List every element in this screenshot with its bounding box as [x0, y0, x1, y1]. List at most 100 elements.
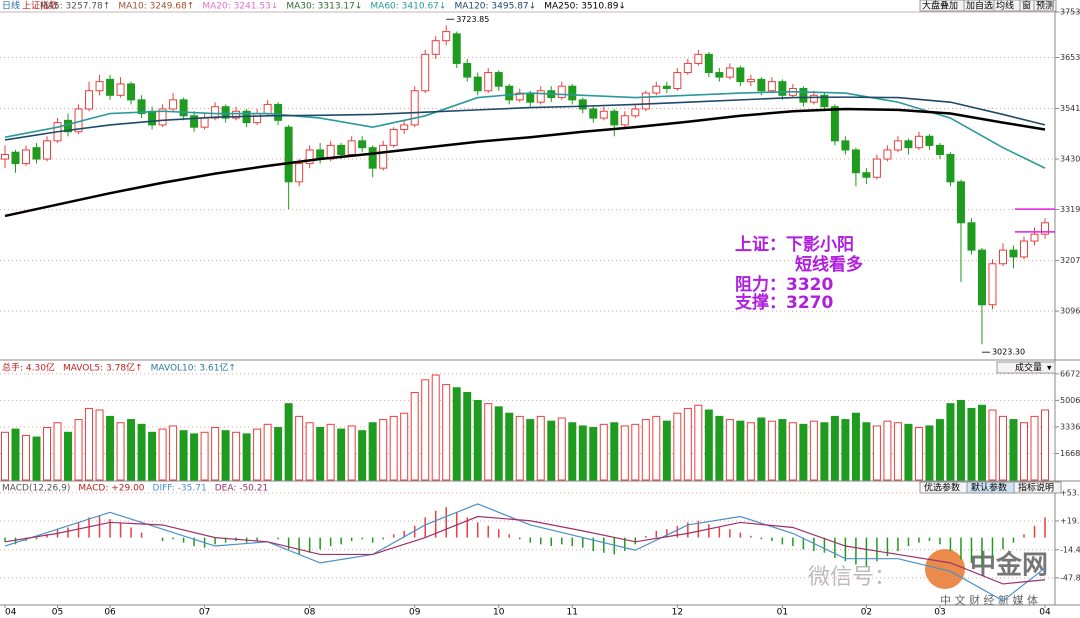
param-button[interactable]	[1013, 481, 1062, 494]
candle-body	[998, 249, 1007, 265]
candle-body	[935, 144, 944, 155]
volume-bar	[74, 419, 83, 481]
volume-bar	[536, 415, 545, 481]
volume-bar	[568, 422, 577, 481]
volume-bar	[179, 430, 188, 481]
x-tick-label: 01	[777, 608, 788, 618]
volume-bar	[22, 434, 31, 481]
candle-body	[116, 83, 125, 96]
candle-body	[778, 81, 787, 96]
candle-body	[767, 81, 776, 92]
candle-body	[263, 103, 272, 115]
y-tick-label: 33364	[1060, 422, 1080, 431]
volume-bar	[788, 422, 797, 481]
y-tick-label: 66728	[1060, 369, 1080, 378]
volume-bar	[904, 423, 913, 481]
candle-body	[32, 147, 41, 160]
volume-bar	[53, 422, 62, 481]
volume-bar	[610, 422, 619, 481]
volume-bar	[284, 403, 293, 481]
param-button-label: 指标说明	[1018, 482, 1054, 494]
indicator-select[interactable]	[996, 361, 1056, 374]
candle-body	[284, 126, 293, 183]
volume-bar	[526, 419, 535, 481]
candle-body	[641, 92, 650, 110]
y-tick-label: 3430	[1060, 155, 1080, 164]
volume-bar	[1, 431, 9, 481]
volume-bar	[505, 412, 514, 481]
candle-body	[148, 110, 157, 126]
x-tick-label: 10	[493, 608, 505, 618]
candle-body	[200, 117, 209, 128]
period-label: 日线	[2, 0, 20, 12]
candle-body	[190, 115, 199, 128]
volume-bar	[851, 412, 860, 481]
indicator-legend: DIFF: -35.71	[153, 484, 207, 494]
volume-bar	[725, 419, 734, 481]
volume-bar	[305, 422, 314, 481]
volume-bar	[452, 387, 461, 481]
volume-bar	[935, 419, 944, 481]
volume-bar	[778, 419, 787, 481]
volume-bar	[767, 420, 776, 481]
candle-body	[379, 144, 388, 169]
candle-body	[1, 153, 9, 160]
candle-body	[830, 106, 839, 142]
x-tick-label: 02	[861, 608, 872, 618]
candle-body	[452, 33, 461, 64]
candle-body	[610, 110, 619, 126]
volume-bar	[704, 409, 713, 481]
logo-icon	[925, 549, 965, 589]
candle-body	[725, 67, 734, 78]
param-button-label: 默认参数	[971, 482, 1007, 494]
candle-body	[442, 31, 451, 42]
x-tick-label: 08	[304, 608, 316, 618]
candle-body	[704, 53, 713, 74]
volume-bar	[116, 422, 125, 481]
volume-bar	[85, 407, 94, 481]
volume-bar	[578, 425, 587, 481]
candle-body	[946, 153, 955, 183]
y-tick-label: -14.43	[1060, 545, 1080, 554]
candle-body	[589, 108, 598, 119]
candle-body	[158, 108, 167, 126]
candle-body	[967, 222, 976, 251]
candle-body	[1009, 249, 1018, 258]
volume-bar	[547, 420, 556, 481]
candle-body	[841, 140, 850, 151]
annotation: 阻力：3320	[735, 274, 833, 295]
candle-body	[305, 149, 314, 165]
volume-bar	[599, 423, 608, 481]
candle-body	[400, 124, 409, 130]
volume-bar	[442, 384, 451, 481]
volume-bar	[232, 431, 241, 481]
candle-body	[820, 94, 829, 108]
volume-bar	[557, 417, 566, 481]
indicator-legend: 总手: 4.30亿	[2, 362, 55, 374]
candle-body	[421, 53, 430, 92]
y-tick-label: -47.82	[1060, 573, 1080, 582]
volume-bar	[463, 392, 472, 481]
candle-body	[179, 99, 188, 117]
candle-body	[988, 263, 997, 306]
candle-body	[904, 140, 913, 149]
candle-body	[295, 163, 304, 183]
volume-bar	[893, 422, 902, 481]
macd-line	[4, 503, 1046, 602]
y-tick-label: 50064	[1060, 396, 1080, 405]
volume-bar	[515, 415, 524, 481]
volume-bar	[263, 423, 272, 481]
param-button-label: 优选参数	[924, 482, 960, 494]
candle-body	[578, 99, 587, 110]
candle-body	[43, 140, 52, 160]
volume-bar	[11, 428, 20, 481]
volume-bar	[494, 406, 503, 481]
y-tick-label: 3653	[1060, 53, 1080, 62]
volume-bar	[127, 419, 136, 481]
toolbar-button[interactable]	[1033, 0, 1057, 12]
annotation: 上证：下影小阳	[735, 235, 854, 255]
candle-body	[652, 85, 661, 94]
candle-body	[620, 115, 629, 126]
candle-body	[347, 140, 356, 155]
chart-title: 上证指数	[22, 0, 58, 12]
